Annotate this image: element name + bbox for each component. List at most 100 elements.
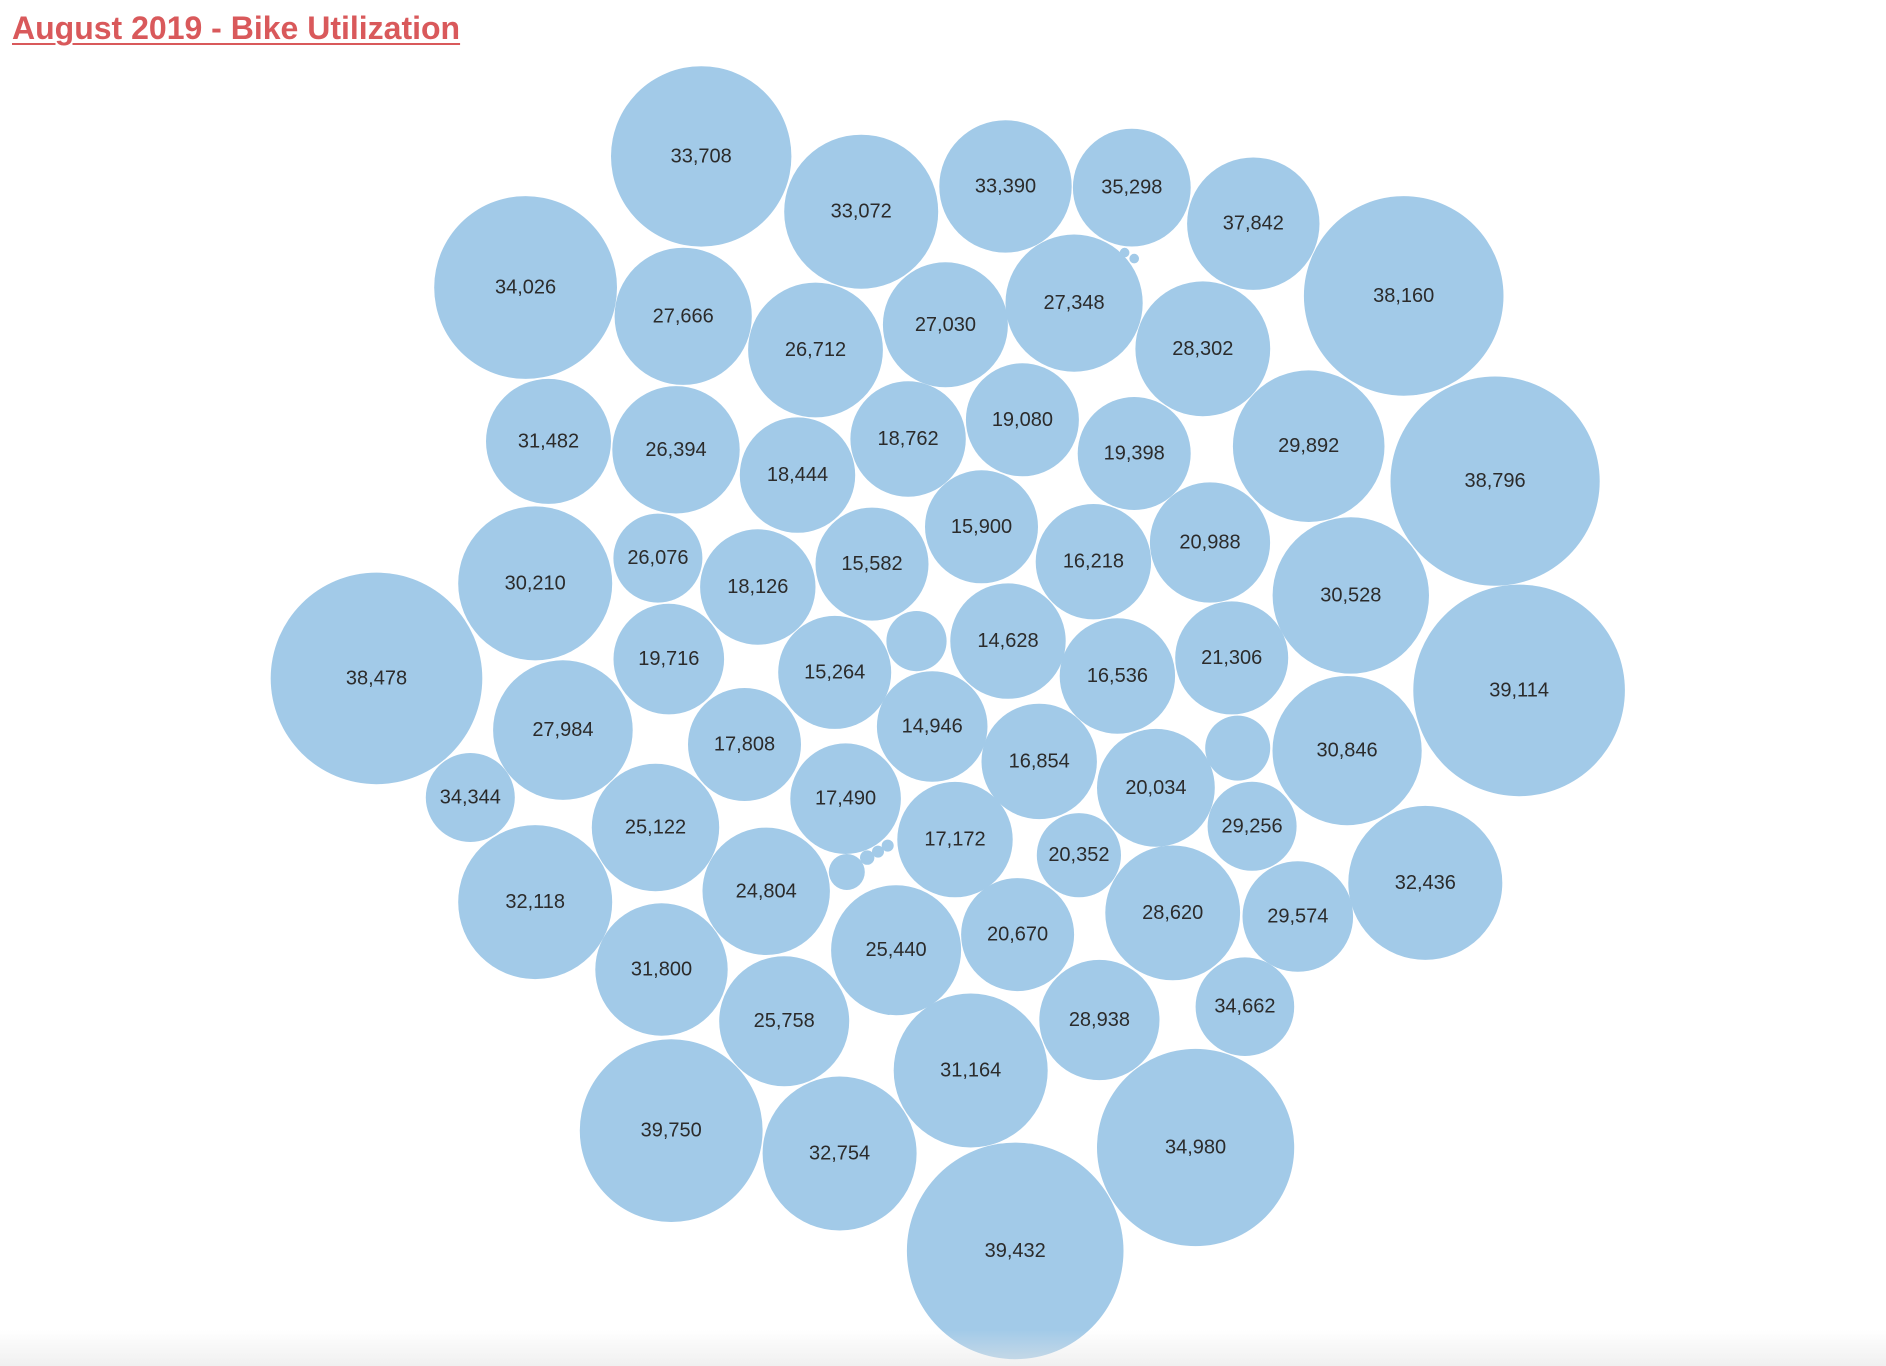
bubble[interactable] — [1413, 584, 1625, 797]
bubble[interactable] — [1207, 781, 1297, 871]
bubble[interactable] — [270, 572, 483, 785]
bubble-label: 19,398 — [1104, 443, 1165, 465]
bubble[interactable] — [595, 903, 728, 1036]
bubble[interactable] — [784, 134, 939, 289]
bubble[interactable] — [897, 781, 1013, 898]
bubble[interactable] — [1272, 676, 1422, 826]
bubble[interactable] — [486, 378, 611, 504]
bubble[interactable] — [1149, 482, 1271, 603]
bubble-label: 34,344 — [440, 787, 501, 809]
bubble-label: 30,846 — [1317, 740, 1378, 762]
chart-title[interactable]: August 2019 - Bike Utilization — [12, 10, 461, 46]
bubble[interactable] — [762, 1076, 917, 1231]
bubble-label: 27,348 — [1044, 292, 1105, 314]
bubble[interactable] — [1242, 861, 1354, 972]
bubble[interactable] — [790, 743, 901, 854]
bubble[interactable] — [613, 513, 703, 603]
small-bubble[interactable] — [1119, 247, 1130, 258]
bubble[interactable] — [591, 763, 720, 892]
bubble[interactable] — [1072, 128, 1191, 247]
bubble[interactable] — [748, 282, 883, 418]
bubble[interactable] — [1035, 504, 1152, 620]
bubble[interactable] — [1390, 376, 1600, 586]
bubble[interactable] — [579, 1039, 763, 1222]
bubble[interactable] — [719, 956, 850, 1087]
bubble[interactable] — [739, 417, 856, 533]
small-bubble[interactable] — [872, 845, 884, 858]
bubble[interactable] — [981, 703, 1097, 820]
small-bubble[interactable] — [881, 839, 894, 852]
bubble[interactable] — [1105, 845, 1241, 981]
bubble[interactable] — [1348, 805, 1503, 960]
bubble[interactable] — [1232, 370, 1385, 522]
bubble[interactable] — [1005, 234, 1143, 372]
bubble[interactable] — [688, 688, 801, 801]
bubble-label: 20,988 — [1179, 532, 1240, 554]
bubble[interactable] — [778, 615, 892, 729]
bubble[interactable] — [925, 470, 1038, 584]
bubble-label: 34,026 — [495, 277, 556, 299]
bubble[interactable] — [458, 506, 613, 661]
small-bubble[interactable] — [1129, 253, 1139, 264]
bubble-label: 21,306 — [1201, 647, 1262, 669]
bubble[interactable] — [1039, 959, 1160, 1081]
bubble[interactable] — [1303, 196, 1504, 396]
small-bubble[interactable] — [1205, 715, 1271, 781]
bubble[interactable] — [893, 993, 1048, 1148]
bubble-label: 31,482 — [518, 430, 579, 452]
bubble-label: 27,984 — [532, 719, 593, 741]
bubble[interactable] — [1097, 1048, 1295, 1247]
bubble-label: 34,662 — [1214, 996, 1275, 1018]
bubble[interactable] — [815, 507, 929, 621]
bubble[interactable] — [950, 583, 1066, 699]
bubble-label: 39,750 — [641, 1120, 702, 1142]
bubble[interactable] — [882, 262, 1008, 388]
bubble[interactable] — [434, 196, 617, 379]
bubble-label: 15,582 — [841, 553, 902, 575]
bubble[interactable] — [1272, 517, 1430, 674]
bubble-label: 38,796 — [1465, 470, 1526, 492]
bubble[interactable] — [493, 660, 633, 800]
bubble[interactable] — [611, 66, 792, 247]
bubble[interactable] — [850, 381, 966, 497]
bubble[interactable] — [906, 1142, 1124, 1360]
bubble[interactable] — [458, 825, 613, 980]
bubble[interactable] — [939, 120, 1072, 253]
bubble[interactable] — [1097, 728, 1215, 847]
bubble[interactable] — [702, 827, 830, 955]
bubble-label: 17,172 — [924, 829, 985, 851]
bubble-label: 18,126 — [727, 576, 788, 598]
bubble[interactable] — [831, 885, 962, 1016]
bubble[interactable] — [965, 363, 1079, 477]
bubble-label: 38,478 — [346, 667, 407, 689]
bubble-label: 28,620 — [1142, 902, 1203, 924]
bubble[interactable] — [613, 603, 725, 715]
small-bubble[interactable] — [860, 850, 875, 865]
bubble-label: 29,574 — [1267, 906, 1328, 928]
bubble-label: 27,666 — [653, 305, 714, 327]
bubble-label: 20,034 — [1125, 777, 1186, 799]
bubble-label: 33,072 — [831, 201, 892, 223]
bubble[interactable] — [1077, 397, 1191, 510]
small-bubble[interactable] — [886, 611, 947, 672]
bubble-label: 20,352 — [1048, 844, 1109, 866]
bubble[interactable] — [876, 671, 988, 782]
small-bubble[interactable] — [828, 854, 865, 890]
bubble[interactable] — [961, 878, 1075, 992]
bubble[interactable] — [1195, 957, 1295, 1056]
bubble[interactable] — [1175, 601, 1289, 715]
bubble-label: 32,118 — [505, 891, 565, 913]
bubble[interactable] — [1187, 157, 1320, 290]
bubble-label: 19,080 — [992, 409, 1053, 431]
bubble[interactable] — [700, 529, 816, 645]
bubble[interactable] — [1036, 813, 1121, 898]
bubble[interactable] — [614, 247, 752, 385]
bubble[interactable] — [1135, 281, 1271, 417]
bubble[interactable] — [1059, 618, 1176, 734]
bubble[interactable] — [612, 386, 740, 514]
bubble-label: 14,628 — [977, 630, 1038, 652]
bubble-label: 26,712 — [785, 339, 846, 361]
bubble[interactable] — [425, 753, 515, 842]
bubble-label: 33,708 — [671, 145, 732, 167]
